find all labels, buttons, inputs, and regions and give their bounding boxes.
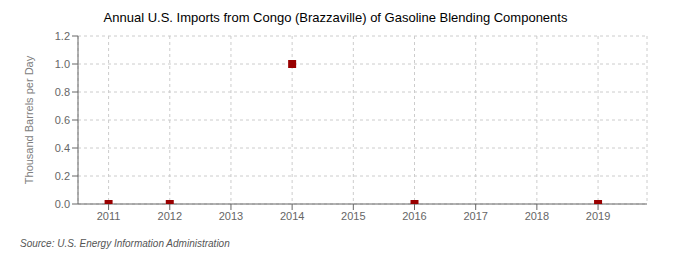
svg-text:0.0: 0.0	[55, 198, 70, 210]
svg-text:2011: 2011	[97, 210, 121, 222]
html-text:Annual U.S. Imports from Congo: Annual U.S. Imports from Congo (Brazzavi…	[103, 10, 568, 25]
svg-text:2018: 2018	[525, 210, 549, 222]
html-text:Source: U.S. Energy Informatio: Source: U.S. Energy Information Administ…	[20, 238, 230, 249]
svg-text:0.4: 0.4	[55, 142, 70, 154]
svg-text:1.0: 1.0	[55, 58, 70, 70]
svg-text:0.6: 0.6	[55, 114, 70, 126]
svg-text:0.2: 0.2	[55, 170, 70, 182]
svg-text:2012: 2012	[158, 210, 182, 222]
svg-text:2016: 2016	[402, 210, 426, 222]
svg-text:2019: 2019	[586, 210, 610, 222]
svg-text:2013: 2013	[219, 210, 243, 222]
svg-text:Thousand Barrels per Day: Thousand Barrels per Day	[23, 55, 35, 184]
svg-text:0.8: 0.8	[55, 86, 70, 98]
svg-text:2015: 2015	[341, 210, 365, 222]
svg-text:1.2: 1.2	[55, 30, 70, 42]
svg-text:2017: 2017	[463, 210, 487, 222]
svg-text:2014: 2014	[280, 210, 304, 222]
